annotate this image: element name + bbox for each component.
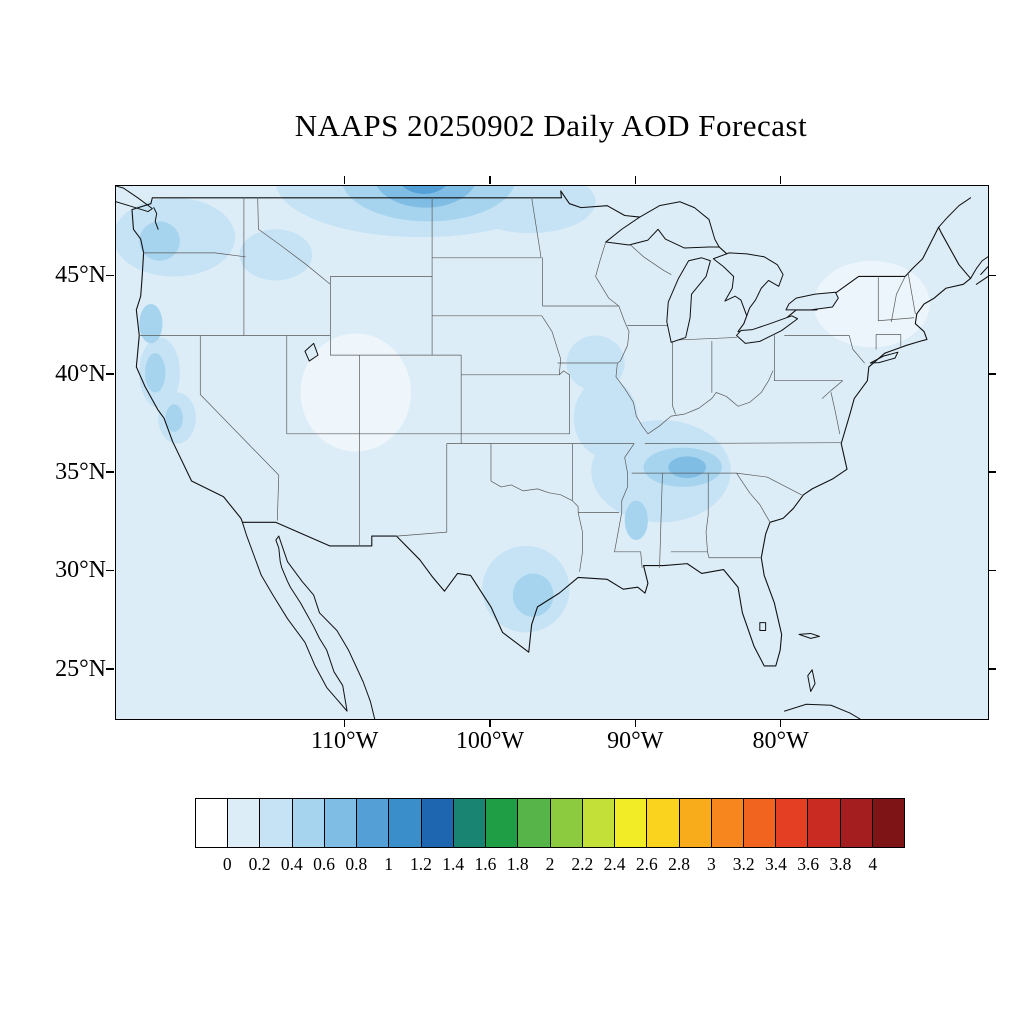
aod-level-0p8-patches — [402, 186, 446, 194]
colorbar-cell — [743, 799, 777, 847]
great-lakes — [305, 202, 838, 631]
colorbar-tick-label: 3.6 — [797, 854, 820, 874]
colorbar-cell — [228, 799, 261, 847]
aod-level-0p6-patches — [376, 186, 707, 479]
colorbar-tick-label: 0.6 — [313, 854, 336, 874]
lon-tick-label: 90°W — [607, 728, 664, 754]
colorbar-cell — [615, 799, 648, 847]
colorbar-tick-label: 2.4 — [603, 854, 626, 874]
colorbar-tick-label: 4 — [868, 854, 878, 874]
colorbar-cell — [196, 799, 229, 847]
colorbar — [195, 798, 905, 848]
lat-tick-label: 45°N — [55, 262, 106, 289]
colorbar-cell — [260, 799, 293, 847]
lat-tick-right — [988, 373, 996, 375]
colorbar-tick-label: 0.2 — [248, 854, 271, 874]
lon-tick-top — [634, 176, 637, 184]
lon-tick-label: 100°W — [455, 728, 525, 754]
lake-michigan — [667, 258, 711, 343]
map-frame — [115, 185, 989, 720]
colorbar-cell — [872, 799, 905, 847]
colorbar-tick-label: 2.8 — [668, 854, 691, 874]
lon-tick-bottom — [343, 719, 346, 727]
lat-tick-right — [988, 274, 996, 277]
lake-erie — [737, 316, 798, 344]
colorbar-tick-label: 1 — [384, 854, 393, 874]
lat-tick-right — [988, 668, 996, 670]
colorbar-cell — [518, 799, 551, 847]
lon-tick-top — [489, 176, 491, 184]
lon-tick-top — [343, 176, 346, 184]
aod-low-patch-northeast — [813, 260, 930, 348]
lat-tick-left — [106, 569, 114, 572]
colorbar-cell — [840, 799, 873, 847]
colorbar-cell — [357, 799, 390, 847]
colorbar-cell — [808, 799, 841, 847]
colorbar-tick-label: 2.6 — [635, 854, 658, 874]
colorbar-cell — [582, 799, 616, 847]
lat-tick-right — [988, 471, 996, 473]
lon-tick-bottom — [489, 719, 491, 727]
colorbar-tick-label: 2 — [545, 854, 555, 874]
lon-tick-top — [779, 176, 782, 184]
colorbar-cell — [453, 799, 487, 847]
colorbar-cell — [679, 799, 712, 847]
lat-tick-right — [988, 569, 996, 572]
lat-tick-left — [106, 274, 114, 277]
lat-tick-left — [106, 373, 114, 375]
colorbar-cells — [195, 798, 905, 848]
lon-tick-bottom — [634, 719, 637, 727]
lake-huron — [713, 253, 783, 316]
colorbar-cell — [776, 799, 809, 847]
state-borders — [139, 198, 915, 572]
colorbar-cell — [324, 799, 358, 847]
lake-okeechobee — [760, 623, 766, 631]
lat-tick-left — [106, 668, 114, 670]
lake-ontario — [786, 292, 838, 310]
lon-tick-label: 110°W — [310, 728, 379, 754]
colorbar-cell — [421, 799, 454, 847]
colorbar-tick-label: 0.4 — [280, 854, 303, 874]
colorbar-cell — [292, 799, 325, 847]
aod-map — [116, 186, 988, 719]
colorbar-tick-labels: 0 0.2 0.4 0.6 0.8 1 1.2 1.4 1.6 1.8 2 2.2 2.4 2.6 2.8 3… — [195, 854, 905, 878]
great-salt-lake — [305, 343, 318, 361]
colorbar-tick-label: 3.8 — [829, 854, 852, 874]
colorbar-tick-label: 0.8 — [345, 854, 368, 874]
lat-tick-label: 30°N — [55, 557, 106, 584]
lat-tick-label: 40°N — [55, 360, 106, 387]
colorbar-tick-label: 1.8 — [506, 854, 529, 874]
lon-tick-bottom — [779, 719, 782, 727]
lat-tick-label: 25°N — [55, 655, 106, 682]
aod-low-patch-interior-west — [300, 333, 412, 452]
colorbar-tick-label: 1.6 — [474, 854, 497, 874]
lon-tick-label: 80°W — [752, 728, 809, 754]
colorbar-tick-label: 2.2 — [571, 854, 594, 874]
canada-mexico-islands-coastlines — [116, 186, 988, 719]
colorbar-cell — [389, 799, 422, 847]
colorbar-cell — [647, 799, 680, 847]
colorbar-tick-label: 1.2 — [409, 854, 432, 874]
colorbar-cell — [550, 799, 583, 847]
lat-tick-left — [106, 471, 114, 473]
colorbar-cell — [711, 799, 744, 847]
colorbar-tick-label: 3.4 — [764, 854, 787, 874]
colorbar-tick-label: 0 — [222, 854, 232, 874]
colorbar-tick-label: 3 — [706, 854, 716, 874]
figure-title: NAAPS 20250902 Daily AOD Forecast — [294, 108, 808, 143]
lat-tick-label: 35°N — [55, 459, 106, 486]
lake-superior — [606, 202, 719, 248]
colorbar-tick-label: 3.2 — [732, 854, 755, 874]
colorbar-tick-label: 1.4 — [442, 854, 465, 874]
colorbar-cell — [486, 799, 519, 847]
